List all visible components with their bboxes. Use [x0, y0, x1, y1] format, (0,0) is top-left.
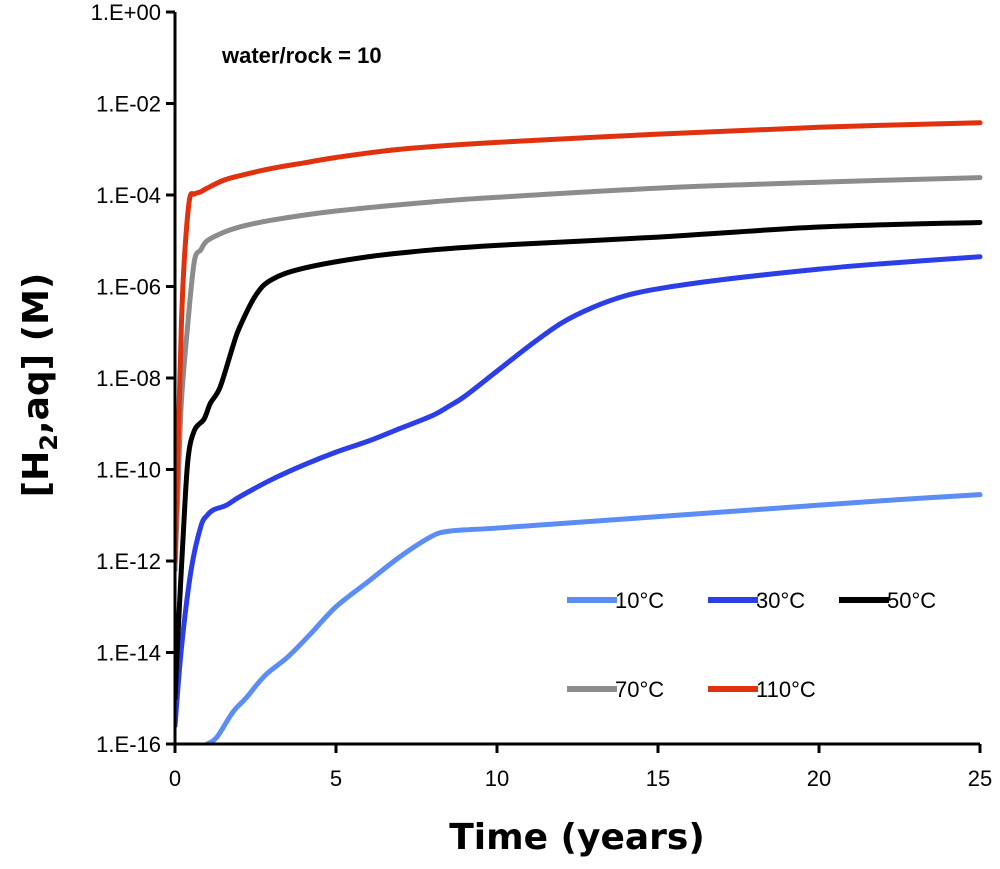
y-tick-label: 1.E-12: [96, 549, 161, 574]
y-tick-label: 1.E-04: [96, 183, 161, 208]
y-axis-title-subscript: 2: [35, 434, 63, 451]
legend-label-50CC: 50°C: [887, 588, 936, 613]
y-tick-label: 1.E-10: [96, 458, 161, 483]
y-axis-title-prefix: [H: [16, 451, 57, 498]
x-tick-label: 5: [330, 766, 342, 791]
series-lines: [175, 120, 983, 744]
y-tick-label: 1.E-16: [96, 732, 161, 757]
y-tick-label: 1.E-02: [96, 92, 161, 117]
legend: 10°C 30°C 50°C 70°C 110°C: [567, 588, 936, 702]
x-tick-label: 10: [485, 766, 509, 791]
series-line-10CC: [204, 492, 983, 744]
axes: [173, 12, 980, 746]
series-line-50CC: [175, 219, 983, 701]
y-axis-title: [H2,aq] (M): [16, 273, 63, 498]
ticks: 1.E+00 1.E-02 1.E-04 1.E-06 1.E-08 1.E-10 1.E-…: [91, 0, 993, 791]
series-line-30CC: [175, 254, 983, 729]
y-tick-label: 1.E-08: [96, 366, 161, 391]
x-axis-title: Time (years): [449, 817, 705, 858]
series-line-110CC: [175, 120, 983, 564]
x-tick-label: 0: [169, 766, 181, 791]
x-tick-label: 15: [646, 766, 670, 791]
x-tick-label: 20: [807, 766, 831, 791]
chart-annotation: water/rock = 10: [221, 43, 382, 68]
legend-label-70CC: 70°C: [615, 677, 664, 702]
y-axis-title-suffix: ,aq] (M): [16, 273, 57, 434]
y-tick-label: 1.E-14: [96, 641, 161, 666]
y-tick-label: 1.E-06: [96, 275, 161, 300]
legend-label-110CC: 110°C: [756, 677, 816, 702]
legend-label-30CC: 30°C: [756, 588, 805, 613]
legend-label-10CC: 10°C: [615, 588, 664, 613]
x-tick-label: 25: [968, 766, 992, 791]
series-line-70CC: [175, 175, 983, 573]
y-tick-label: 1.E+00: [91, 0, 161, 25]
